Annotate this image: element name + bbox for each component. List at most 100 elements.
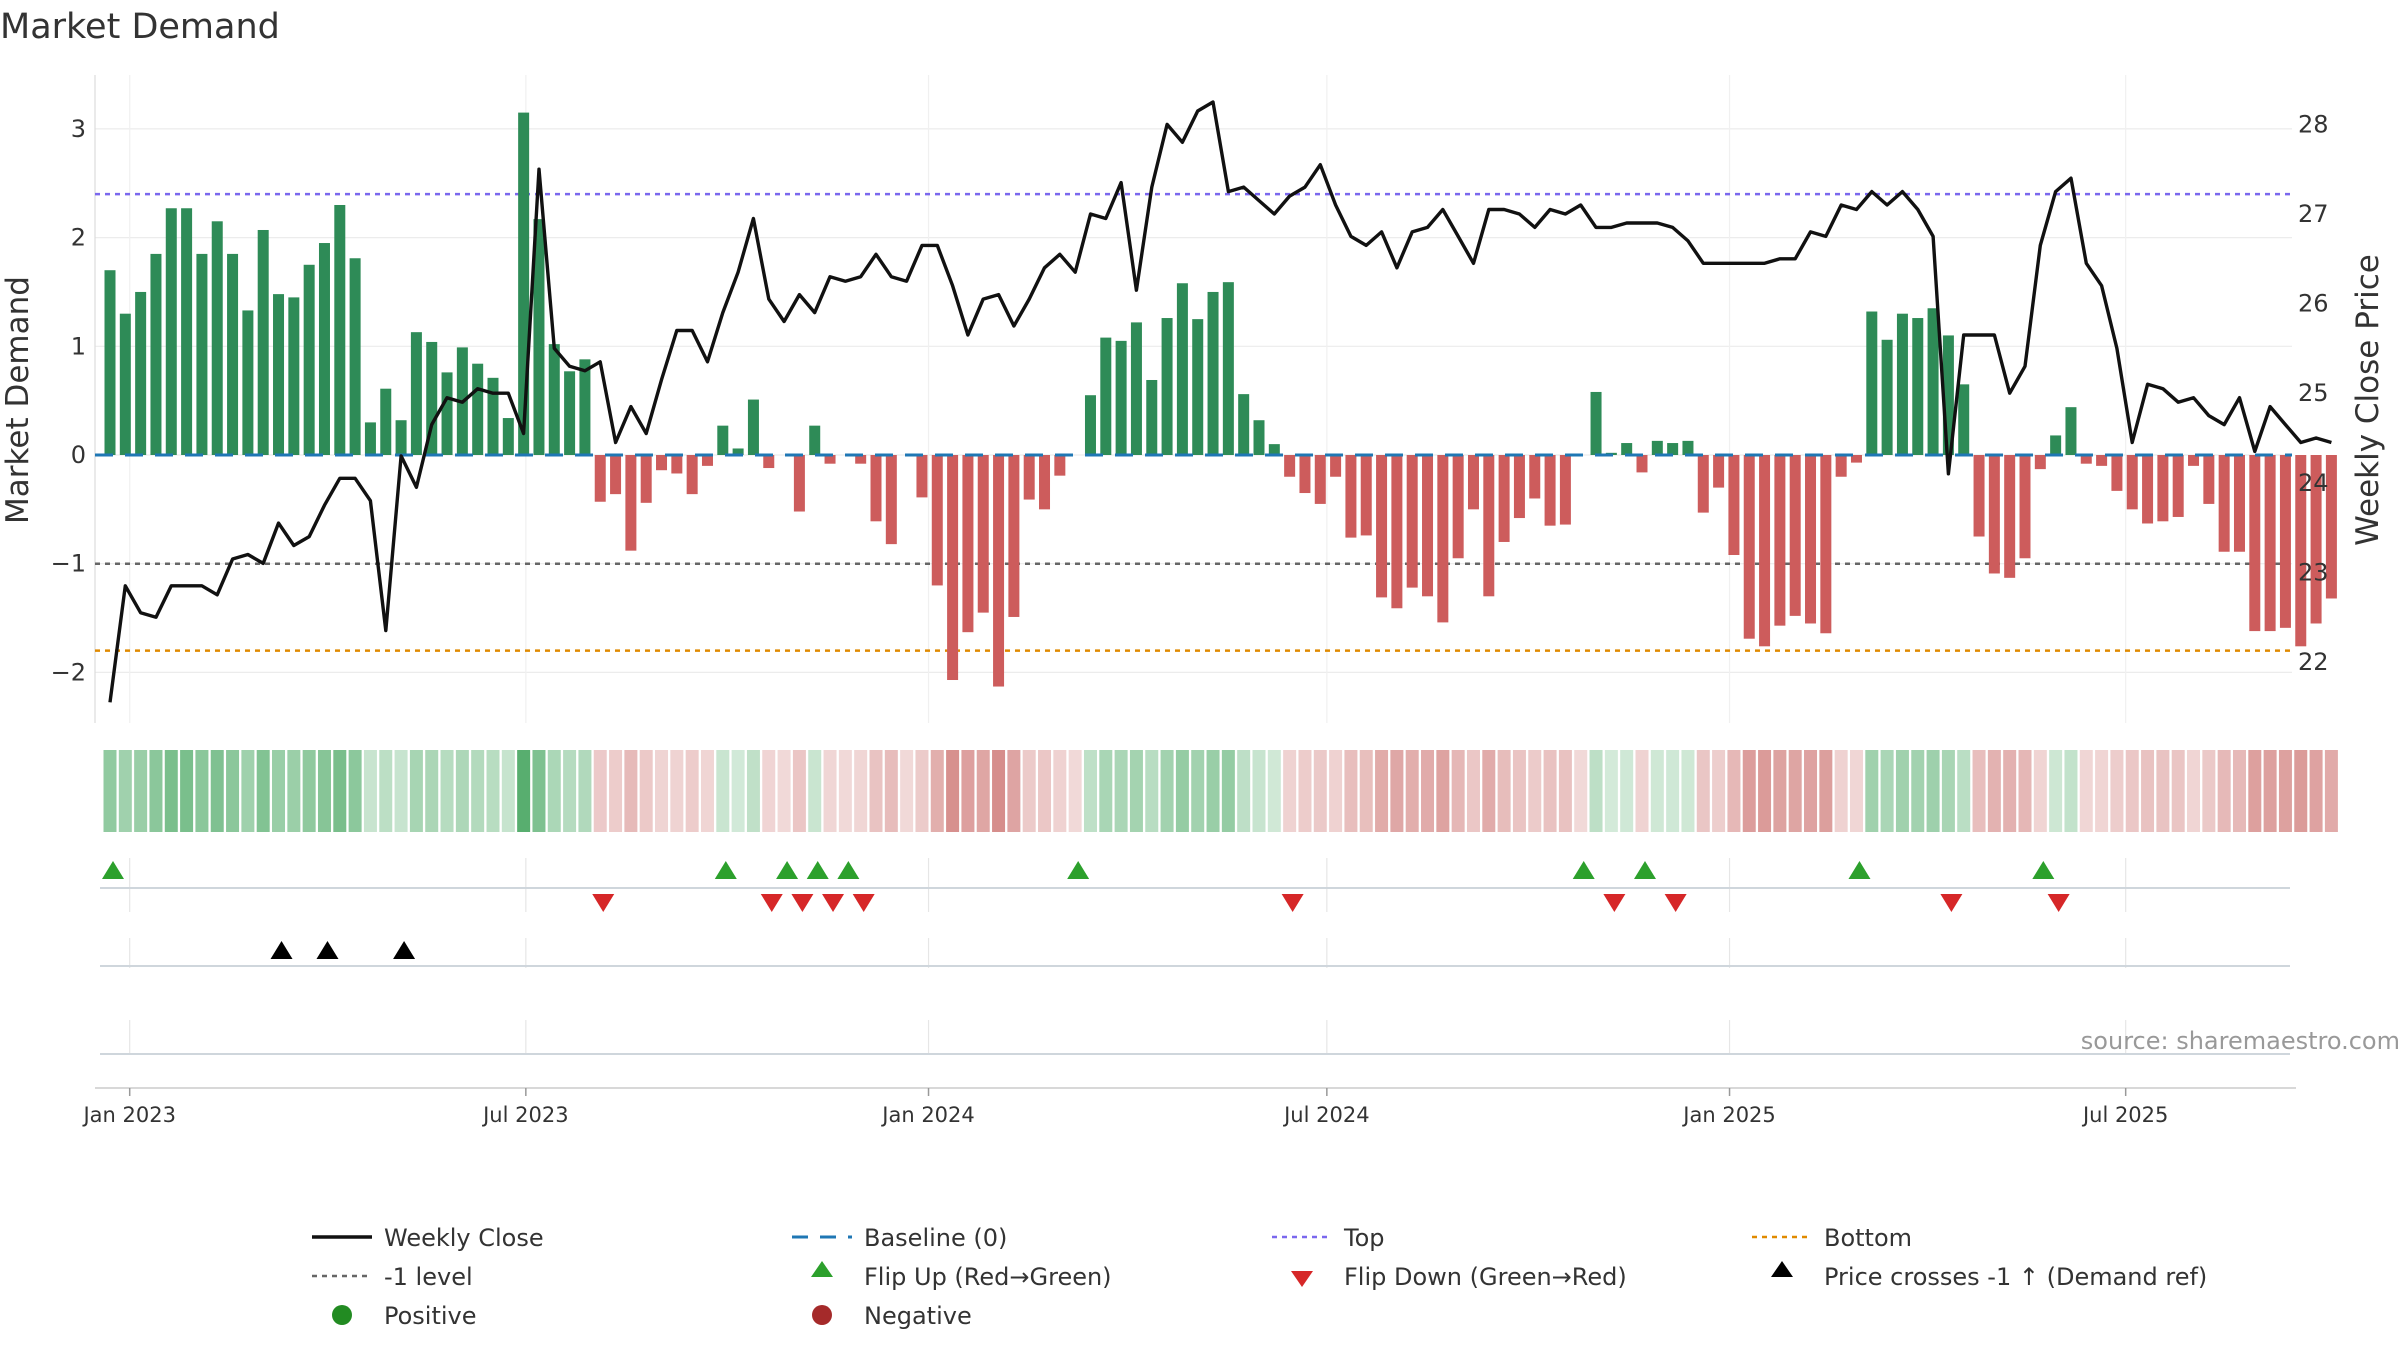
strip-cell (1267, 750, 1281, 832)
demand-bar (1268, 444, 1280, 455)
strip-cell (2187, 750, 2201, 832)
demand-bar (1345, 455, 1357, 538)
strip-cell (2156, 750, 2170, 832)
demand-bar (625, 455, 637, 551)
y-tick-label: −1 (51, 550, 86, 578)
strip-cell (394, 750, 408, 832)
strip-cell (118, 750, 132, 832)
y2-tick-label: 26 (2298, 290, 2329, 318)
demand-bar (518, 112, 530, 455)
demand-bar (1284, 455, 1296, 477)
x-tick-label: Jan 2023 (81, 1103, 176, 1127)
strip-cell (593, 750, 607, 832)
legend-label: Flip Up (Red→Green) (864, 1263, 1112, 1291)
demand-bar (1054, 455, 1066, 476)
demand-bar (1713, 455, 1725, 488)
strip-cell (517, 750, 531, 832)
legend-item: Weekly Close (312, 1224, 544, 1252)
demand-bar (1636, 455, 1648, 473)
strip-cell (2232, 750, 2246, 832)
strip-cell (762, 750, 776, 832)
strip-cell (1558, 750, 1572, 832)
demand-bar (410, 332, 422, 455)
strip-cell (946, 750, 960, 832)
demand-bar (1774, 455, 1786, 626)
strip-cell (164, 750, 178, 832)
legend-label: -1 level (384, 1263, 473, 1291)
strip-cell (1957, 750, 1971, 832)
demand-bar (1161, 318, 1173, 455)
strip-cell (2079, 750, 2093, 832)
demand-bar (196, 253, 208, 455)
demand-bar (364, 422, 376, 455)
demand-bar (426, 341, 438, 455)
strip-cell (854, 750, 868, 832)
legend-item: Price crosses -1 ↑ (Demand ref) (1771, 1261, 2207, 1291)
strip-cell (134, 750, 148, 832)
demand-bar (1866, 311, 1878, 455)
demand-bar (1896, 313, 1908, 455)
strip-cell (1451, 750, 1465, 832)
strip-cell (992, 750, 1006, 832)
strip-cell (777, 750, 791, 832)
legend-swatch (332, 1305, 352, 1325)
strip-cell (2003, 750, 2017, 832)
strip-cell (1696, 750, 1710, 832)
demand-color-strip (103, 750, 2338, 832)
strip-cell (1191, 750, 1205, 832)
demand-bar (2050, 435, 2062, 455)
demand-bar (242, 310, 254, 455)
strip-cell (1666, 750, 1680, 832)
flip-down-marker (822, 894, 845, 912)
x-ticks: Jan 2023 Jul 2023 Jan 2024 Jul 2024 Jan 2025… (81, 1088, 2168, 1127)
strip-cell (1712, 750, 1726, 832)
cross-marker (393, 941, 416, 959)
demand-bar (1238, 394, 1250, 455)
demand-bar (1697, 455, 1709, 513)
strip-cell (563, 750, 577, 832)
demand-bar (303, 264, 315, 455)
strip-cell (1083, 750, 1097, 832)
strip-cell (2095, 750, 2109, 832)
grid-lines (94, 75, 2296, 1089)
demand-bar (977, 455, 989, 613)
strip-cell (1819, 750, 1833, 832)
strip-cell (1758, 750, 1772, 832)
strip-cell (256, 750, 270, 832)
strip-cell (1512, 750, 1526, 832)
strip-cell (363, 750, 377, 832)
flip-down-marker (592, 894, 615, 912)
strip-cell (333, 750, 347, 832)
strip-cell (1987, 750, 2001, 832)
demand-bar (2203, 455, 2215, 504)
strip-cell (2294, 750, 2308, 832)
demand-bar (656, 455, 668, 471)
strip-cell (532, 750, 546, 832)
legend-item: -1 level (312, 1263, 473, 1291)
demand-bar (732, 448, 744, 455)
flip-down-marker (1603, 894, 1626, 912)
demand-bar (855, 455, 867, 464)
demand-bar (150, 253, 162, 455)
y2-ticks: 28 27 26 25 24 23 22 (2298, 110, 2329, 676)
cross-marker (316, 941, 339, 959)
demand-bar (119, 313, 131, 455)
legend-label: Negative (864, 1302, 972, 1330)
flip-up-marker (102, 861, 124, 879)
strip-cell (1834, 750, 1848, 832)
demand-bar (1942, 335, 1954, 455)
strip-cell (2309, 750, 2323, 832)
demand-bar (395, 420, 407, 455)
strip-cell (1160, 750, 1174, 832)
legend-item: Bottom (1752, 1224, 1912, 1252)
strip-cell (2110, 750, 2124, 832)
demand-bar (2111, 455, 2123, 491)
strip-cell (287, 750, 301, 832)
strip-cell (1941, 750, 1955, 832)
strip-cell (1589, 750, 1603, 832)
demand-bar (931, 455, 943, 586)
strip-cell (226, 750, 240, 832)
demand-bar (1084, 395, 1096, 455)
strip-cell (1329, 750, 1343, 832)
demand-bar (1023, 455, 1035, 500)
